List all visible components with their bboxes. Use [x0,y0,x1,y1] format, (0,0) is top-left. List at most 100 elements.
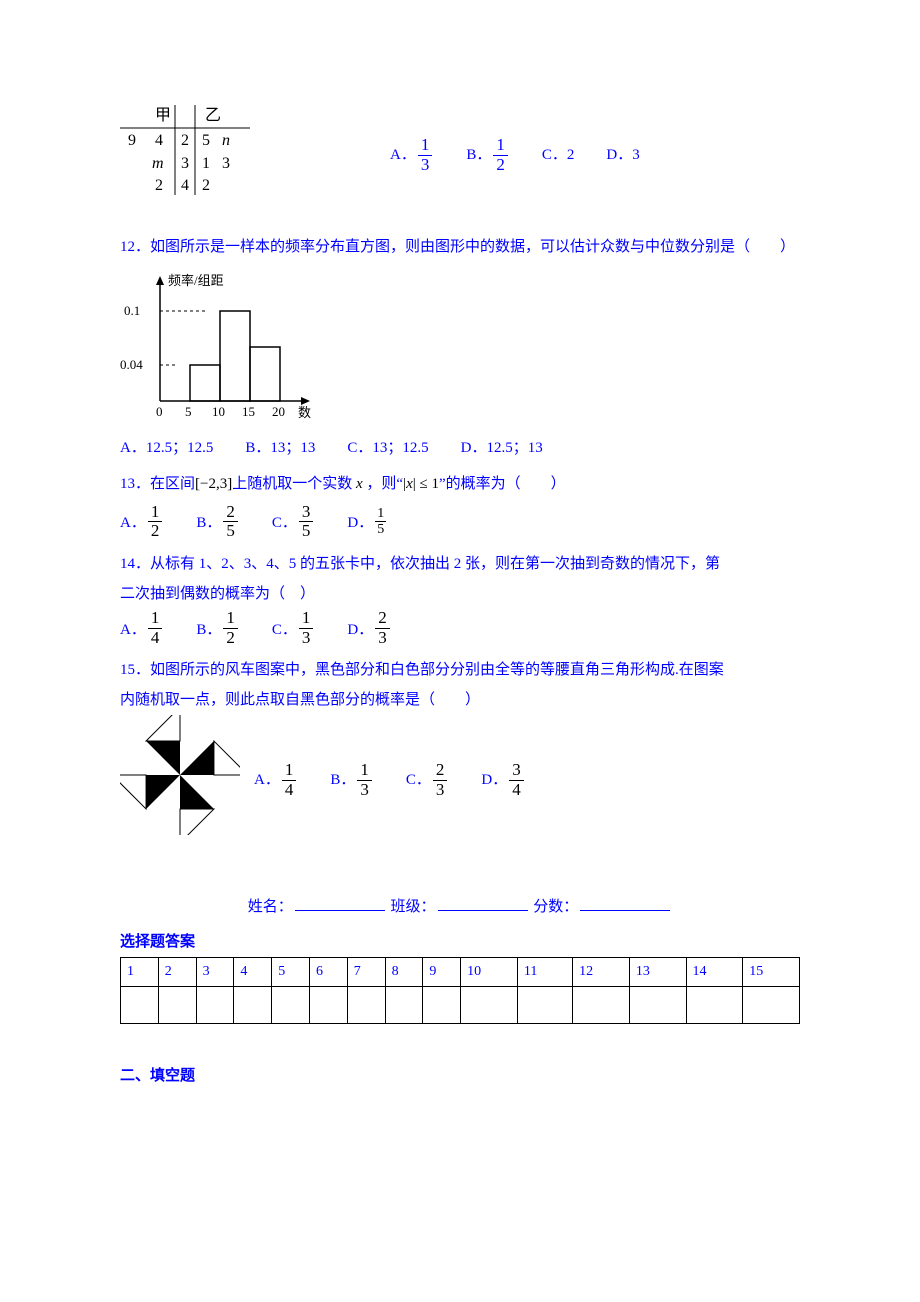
ans-col-11: 11 [517,958,572,987]
q15-line1: 15．如图所示的风车图案中，黑色部分和白色部分分别由全等的等腰直角三角形构成.在… [120,655,800,685]
q14-b-num: 1 [223,609,238,628]
ans-cell-6[interactable] [309,987,347,1024]
ans-cell-10[interactable] [461,987,518,1024]
q12-a-val: 12.5；12.5 [146,436,214,457]
q14-options: A．14 B．12 C．13 D．23 [120,609,800,647]
q15-opt-a: A．14 [254,761,298,799]
ans-col-14: 14 [686,958,743,987]
q11-opt-c: C．2 [542,142,575,169]
q11-d-val: 3 [632,142,640,169]
q11-opt-d: D．3 [606,142,639,169]
q13-text: 13．在区间[−2,3]上随机取一个实数 x ，则“|x| ≤ 1”的概率为（ … [120,469,800,499]
q13-opt-b: B．25 [196,503,240,541]
name-blank[interactable] [295,910,385,911]
q15-opt-b: B．13 [330,761,374,799]
hist-xtick-2: 10 [212,404,225,419]
ans-col-8: 8 [385,958,423,987]
ans-cell-1[interactable] [121,987,159,1024]
q15-c-num: 2 [433,761,448,780]
ans-col-3: 3 [196,958,234,987]
q12-opt-d: D．12.5；13 [461,436,543,457]
ans-cell-11[interactable] [517,987,572,1024]
q12-opt-b: B．13；13 [245,436,315,457]
ans-cell-2[interactable] [158,987,196,1024]
stemleaf-right-label: 乙 [205,107,221,124]
q15-a-den: 4 [282,780,297,800]
q13-a-den: 2 [148,521,163,541]
q13-suffix: ”的概率为（ ） [439,476,566,492]
q12-text: 12．如图所示是一样本的频率分布直方图，则由图形中的数据，可以估计众数与中位数分… [120,230,800,265]
ans-col-5: 5 [272,958,310,987]
ans-col-10: 10 [461,958,518,987]
hist-ytick-0: 0.1 [124,303,140,318]
ans-cell-8[interactable] [385,987,423,1024]
q14-line1: 14．从标有 1、2、3、4、5 的五张卡中，依次抽出 2 张，则在第一次抽到奇… [120,549,800,579]
q15-opt-c: C．23 [406,761,450,799]
stem-leaf-diagram: 甲 乙 9 4 2 5 n m 3 1 3 2 4 2 [120,100,250,210]
class-blank[interactable] [438,910,528,911]
answer-table-header-row: 1 2 3 4 5 6 7 8 9 10 11 12 13 14 15 [121,958,800,987]
svg-text:2: 2 [181,132,189,149]
q12-opt-a: A．12.5；12.5 [120,436,213,457]
q13-var: x [356,476,363,492]
q12-c-val: 13；12.5 [372,436,428,457]
ans-col-9: 9 [423,958,461,987]
q13-a-num: 1 [148,503,163,522]
q13-opt-a: A．12 [120,503,164,541]
ans-cell-9[interactable] [423,987,461,1024]
q15-d-den: 4 [509,780,524,800]
ans-cell-4[interactable] [234,987,272,1024]
ans-cell-3[interactable] [196,987,234,1024]
svg-text:5: 5 [202,132,210,149]
ans-col-15: 15 [743,958,800,987]
answer-table-input-row [121,987,800,1024]
ans-cell-5[interactable] [272,987,310,1024]
q12-opt-c: C．13；12.5 [347,436,428,457]
q14-opt-d: D．23 [347,609,391,647]
q11-a-den: 3 [418,155,433,175]
ans-col-1: 1 [121,958,159,987]
q13-interval: [−2,3] [195,476,232,492]
q14-opt-a: A．14 [120,609,164,647]
ans-cell-12[interactable] [573,987,630,1024]
hist-ylabel: 频率/组距 [168,273,224,288]
svg-text:2: 2 [202,177,210,194]
ans-cell-7[interactable] [347,987,385,1024]
q15-c-den: 3 [433,780,448,800]
score-blank[interactable] [580,910,670,911]
class-label: 班级： [390,899,435,915]
svg-text:1: 1 [202,155,210,172]
q11-b-num: 1 [493,136,508,155]
svg-text:3: 3 [222,155,230,172]
q13-opt-c: C．35 [272,503,316,541]
q12-d-val: 12.5；13 [487,436,543,457]
answer-header: 姓名： 班级： 分数： [120,895,800,916]
ans-cell-14[interactable] [686,987,743,1024]
hist-xtick-3: 15 [242,404,255,419]
answer-table: 1 2 3 4 5 6 7 8 9 10 11 12 13 14 15 [120,957,800,1024]
q15-row: A．14 B．13 C．23 D．34 [120,715,800,845]
svg-text:9: 9 [128,132,136,149]
q14-c-num: 1 [299,609,314,628]
q14-a-num: 1 [148,609,163,628]
hist-ytick-1: 0.04 [120,357,143,372]
ans-cell-13[interactable] [629,987,686,1024]
q15-a-num: 1 [282,761,297,780]
hist-xlabel: 数 [298,405,311,420]
answer-title: 选择题答案 [120,930,800,951]
ans-col-12: 12 [573,958,630,987]
ans-col-4: 4 [234,958,272,987]
hist-xtick-1: 5 [185,404,192,419]
ans-cell-15[interactable] [743,987,800,1024]
ans-col-13: 13 [629,958,686,987]
svg-text:4: 4 [155,132,163,149]
q13-mid: 上随机取一个实数 [232,476,352,492]
q12-b-val: 13；13 [270,436,315,457]
ans-col-7: 7 [347,958,385,987]
q14-a-den: 4 [148,628,163,648]
q11-b-den: 2 [493,155,508,175]
pinwheel-diagram [120,715,240,845]
q14-d-num: 2 [375,609,390,628]
q13-c-num: 3 [299,503,314,522]
q13-b-den: 5 [223,521,238,541]
